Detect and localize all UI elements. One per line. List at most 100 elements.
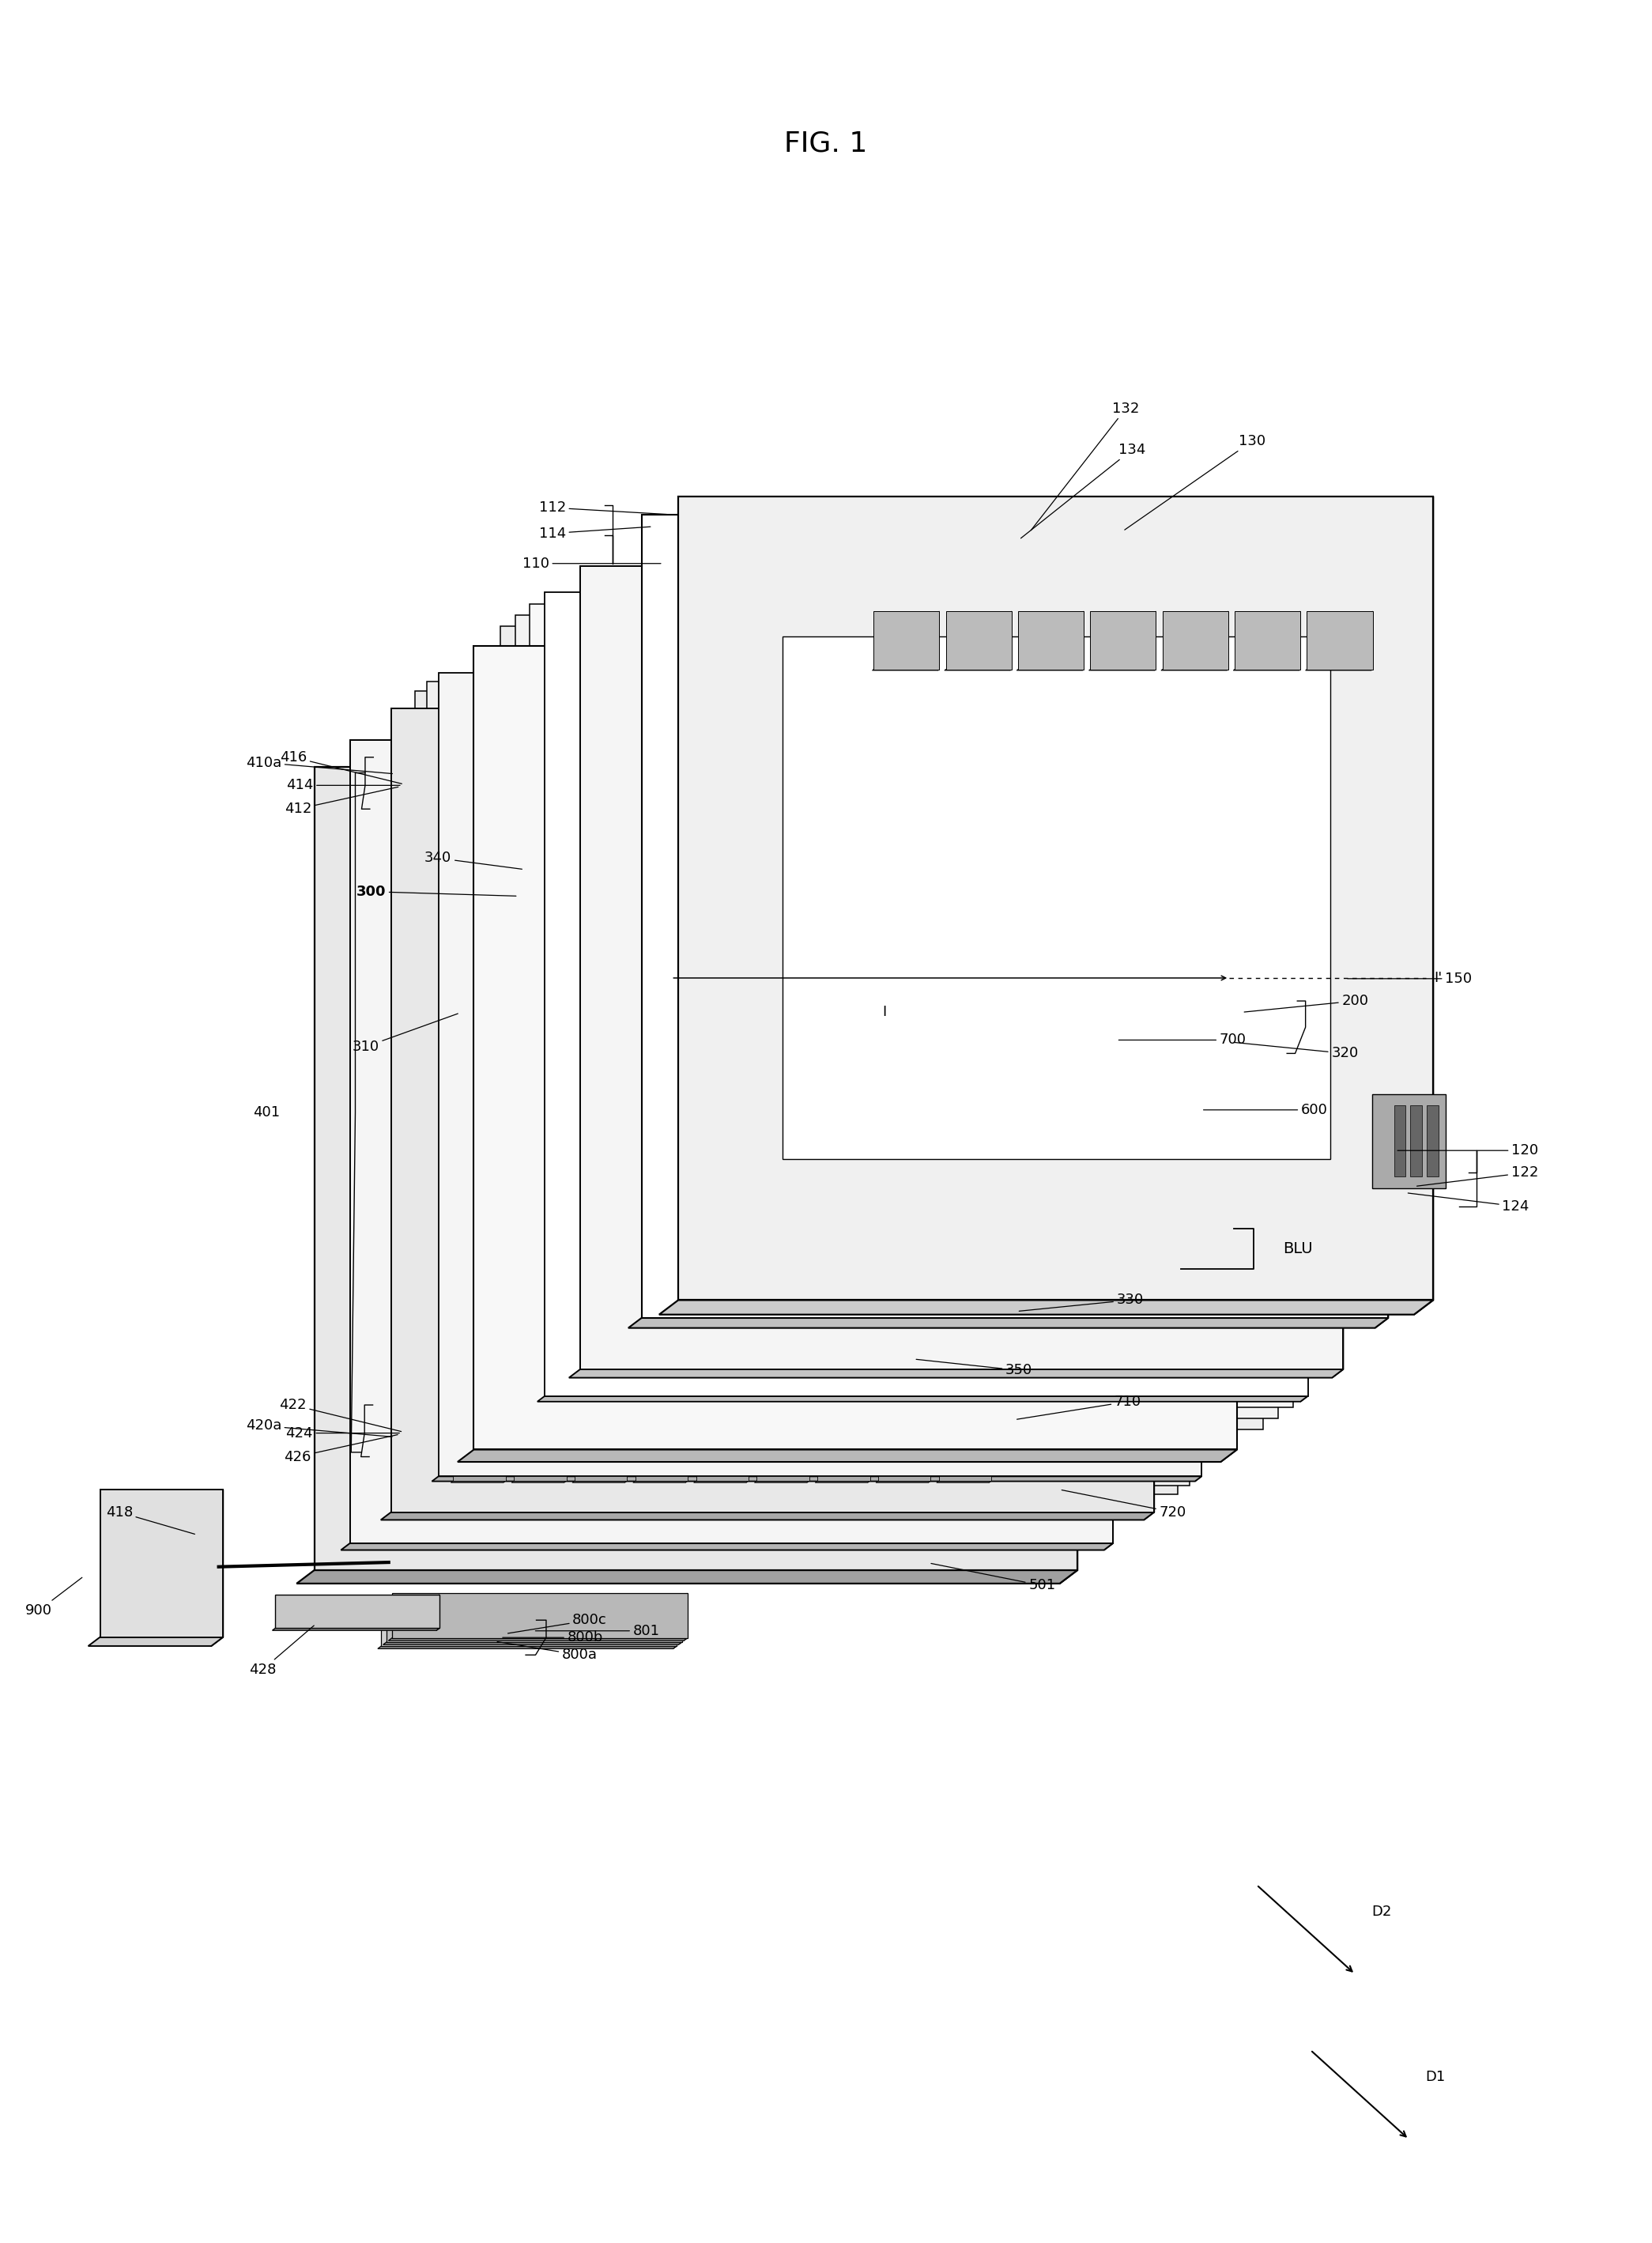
- Polygon shape: [1019, 807, 1021, 870]
- Text: 310: 310: [352, 1014, 458, 1054]
- Polygon shape: [664, 807, 717, 870]
- Polygon shape: [1194, 673, 1201, 1480]
- Polygon shape: [530, 603, 1294, 1406]
- Polygon shape: [370, 1418, 1049, 1458]
- Text: 114: 114: [539, 527, 651, 541]
- Polygon shape: [715, 807, 717, 870]
- Polygon shape: [563, 1420, 567, 1483]
- Polygon shape: [211, 1489, 223, 1646]
- Polygon shape: [575, 1420, 628, 1480]
- Polygon shape: [847, 807, 900, 870]
- Polygon shape: [638, 599, 1317, 1292]
- Polygon shape: [1029, 807, 1082, 870]
- Polygon shape: [806, 1420, 809, 1483]
- Text: 428: 428: [249, 1626, 314, 1676]
- Polygon shape: [628, 1319, 1388, 1328]
- Text: 300: 300: [357, 884, 515, 899]
- Text: BLU: BLU: [1284, 1240, 1313, 1256]
- Polygon shape: [1143, 709, 1155, 1521]
- Polygon shape: [297, 1570, 1077, 1584]
- Polygon shape: [340, 1543, 1113, 1550]
- Polygon shape: [504, 1420, 506, 1483]
- Polygon shape: [747, 1420, 748, 1483]
- Polygon shape: [276, 1595, 439, 1628]
- Polygon shape: [1018, 612, 1084, 668]
- Text: 200: 200: [1244, 994, 1368, 1012]
- Polygon shape: [624, 1420, 628, 1483]
- Polygon shape: [431, 1476, 1201, 1480]
- Text: 122: 122: [1417, 1166, 1538, 1187]
- Polygon shape: [415, 691, 1178, 1494]
- Polygon shape: [453, 1420, 506, 1480]
- Polygon shape: [1374, 514, 1388, 1328]
- Text: 350: 350: [917, 1359, 1032, 1377]
- Polygon shape: [679, 1597, 682, 1644]
- Polygon shape: [383, 1642, 682, 1644]
- Polygon shape: [363, 805, 1051, 1514]
- Polygon shape: [990, 1420, 991, 1483]
- Polygon shape: [752, 597, 1360, 1200]
- Polygon shape: [1234, 612, 1300, 668]
- Text: FIG. 1: FIG. 1: [785, 130, 867, 157]
- Text: 418: 418: [106, 1505, 195, 1534]
- Polygon shape: [1163, 612, 1227, 668]
- Polygon shape: [636, 1420, 687, 1480]
- Polygon shape: [947, 612, 1011, 668]
- Text: 424: 424: [286, 1427, 400, 1440]
- Text: 501: 501: [932, 1563, 1056, 1593]
- Polygon shape: [370, 962, 1049, 1003]
- Polygon shape: [958, 807, 960, 870]
- Polygon shape: [537, 1395, 1308, 1402]
- Text: 150: 150: [1348, 971, 1472, 985]
- Polygon shape: [679, 496, 1434, 1301]
- Polygon shape: [1047, 1418, 1049, 1458]
- Polygon shape: [515, 615, 1279, 1418]
- Polygon shape: [382, 1602, 677, 1646]
- Polygon shape: [1079, 807, 1082, 870]
- Polygon shape: [378, 1646, 677, 1649]
- Text: 416: 416: [279, 749, 401, 783]
- Text: 340: 340: [425, 850, 522, 868]
- Polygon shape: [1411, 1106, 1422, 1178]
- Polygon shape: [1307, 612, 1373, 668]
- Polygon shape: [1427, 1106, 1439, 1178]
- Polygon shape: [662, 635, 1292, 1258]
- Polygon shape: [382, 1512, 1155, 1521]
- Polygon shape: [296, 1599, 312, 1615]
- Text: 800c: 800c: [507, 1613, 606, 1633]
- Text: 900: 900: [25, 1577, 83, 1617]
- Polygon shape: [350, 740, 1113, 1543]
- Text: 130: 130: [1125, 435, 1265, 529]
- Polygon shape: [385, 1599, 400, 1615]
- Text: 124: 124: [1408, 1193, 1530, 1213]
- Polygon shape: [545, 592, 1308, 1395]
- Polygon shape: [907, 807, 960, 870]
- Polygon shape: [786, 807, 839, 870]
- Text: 710: 710: [1018, 1395, 1142, 1420]
- Polygon shape: [818, 1420, 871, 1480]
- Polygon shape: [568, 1368, 1343, 1377]
- Polygon shape: [314, 767, 1077, 1570]
- Polygon shape: [1047, 962, 1049, 1003]
- Polygon shape: [88, 1637, 223, 1646]
- Polygon shape: [387, 1597, 682, 1642]
- Polygon shape: [879, 1420, 930, 1480]
- Polygon shape: [1104, 740, 1113, 1550]
- Polygon shape: [928, 1420, 930, 1483]
- Text: 801: 801: [535, 1624, 659, 1637]
- Polygon shape: [776, 807, 778, 870]
- Polygon shape: [532, 803, 1087, 877]
- Polygon shape: [502, 675, 1214, 1420]
- Text: 720: 720: [1062, 1489, 1186, 1519]
- Polygon shape: [659, 1301, 1434, 1314]
- Polygon shape: [641, 514, 1388, 1319]
- Polygon shape: [438, 673, 1201, 1476]
- Text: D1: D1: [1426, 2070, 1446, 2084]
- Polygon shape: [605, 807, 656, 870]
- Text: 410a: 410a: [246, 756, 393, 774]
- Polygon shape: [867, 1420, 871, 1483]
- Polygon shape: [436, 1595, 439, 1631]
- Text: 320: 320: [1234, 1043, 1358, 1061]
- Text: 422: 422: [279, 1397, 401, 1431]
- Polygon shape: [1373, 1095, 1446, 1189]
